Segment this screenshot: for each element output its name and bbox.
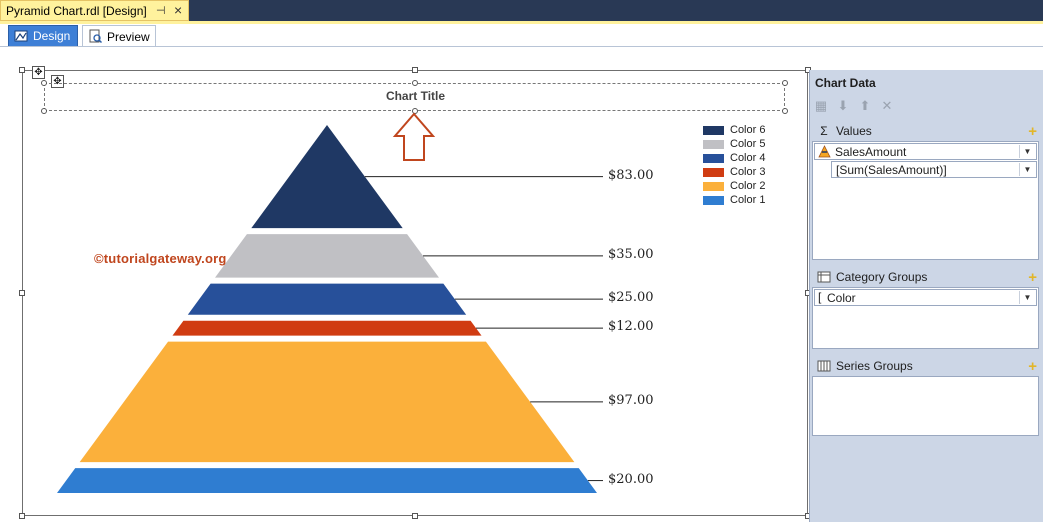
legend-swatch — [703, 125, 724, 135]
view-tabs: Design Preview — [0, 24, 1043, 47]
pyramid-series-icon — [818, 145, 831, 158]
legend-item-color-3[interactable]: Color 3 — [703, 166, 765, 178]
pyramid-segment-color-2[interactable] — [79, 341, 575, 463]
tab-design[interactable]: Design — [8, 25, 78, 47]
values-section: Σ Values + SalesAmount ▼ [Sum(SalesAmoun… — [812, 121, 1039, 260]
data-label-color-6[interactable]: $83.00 — [608, 167, 654, 183]
tab-preview[interactable]: Preview — [82, 25, 156, 47]
title-handle-bl[interactable] — [41, 108, 47, 114]
watermark: ©tutorialgateway.org — [94, 251, 227, 266]
category-groups-header: Category Groups + — [812, 267, 1039, 287]
legend-swatch — [703, 167, 724, 177]
chart-data-title: Chart Data — [815, 76, 876, 90]
up-arrow-icon — [392, 112, 436, 161]
value-expression-label: [Sum(SalesAmount)] — [836, 162, 947, 177]
document-tab-underline — [0, 21, 1043, 24]
legend-item-color-6[interactable]: Color 6 — [703, 124, 765, 136]
move-down-icon[interactable]: ⬇ — [837, 98, 849, 113]
move-up-icon[interactable]: ⬆ — [859, 98, 871, 113]
category-field-color[interactable]: [ Color ▼ — [814, 289, 1037, 306]
design-ruler-icon — [14, 30, 28, 42]
legend-swatch — [703, 153, 724, 163]
values-label: Values — [836, 124, 872, 138]
value-expression-field[interactable]: [Sum(SalesAmount)] ▼ — [831, 161, 1037, 178]
document-tab-title: Pyramid Chart.rdl [Design] — [6, 3, 147, 18]
series-groups-section: Series Groups + — [812, 356, 1039, 436]
pyramid-segment-color-5[interactable] — [215, 234, 439, 278]
pyramid-segment-color-1[interactable] — [57, 468, 597, 493]
title-handle-tl[interactable] — [41, 80, 47, 86]
title-handle-tr[interactable] — [782, 80, 788, 86]
legend-item-color-1[interactable]: Color 1 — [703, 194, 765, 206]
title-handle-tc[interactable] — [412, 80, 418, 86]
document-tab[interactable]: Pyramid Chart.rdl [Design] ⊣ × — [0, 0, 189, 21]
legend-label: Color 4 — [730, 152, 766, 164]
values-header: Σ Values + — [812, 121, 1039, 141]
chart-properties-icon[interactable]: ▦ — [814, 98, 828, 113]
pyramid-chart[interactable] — [0, 0, 808, 522]
tab-preview-label: Preview — [107, 29, 150, 44]
tab-design-label: Design — [33, 29, 71, 43]
add-series-plus-icon[interactable]: + — [1028, 358, 1037, 375]
pyramid-segment-color-4[interactable] — [187, 283, 467, 315]
chevron-down-icon[interactable]: ▼ — [1019, 291, 1035, 304]
category-field-label: Color — [827, 290, 856, 305]
close-icon[interactable]: × — [174, 2, 183, 18]
category-groups-drop-zone[interactable]: [ Color ▼ — [812, 287, 1039, 349]
resize-handle-tl[interactable] — [19, 67, 25, 73]
series-groups-label: Series Groups — [836, 359, 913, 373]
sigma-icon: Σ — [820, 124, 828, 138]
title-handle-br[interactable] — [782, 108, 788, 114]
resize-handle-ml[interactable] — [19, 290, 25, 296]
data-label-color-2[interactable]: $97.00 — [608, 392, 654, 408]
move-handle-icon-inner[interactable]: ✥ — [51, 75, 64, 88]
chart-data-toolbar: ▦ ⬇ ⬆ ✕ — [814, 97, 894, 115]
legend-item-color-5[interactable]: Color 5 — [703, 138, 765, 150]
category-groups-label: Category Groups — [836, 270, 928, 284]
chart-data-pane: Chart Data ▦ ⬇ ⬆ ✕ Σ Values + SalesAmoun… — [809, 70, 1043, 522]
category-groups-icon — [817, 271, 831, 283]
data-label-color-3[interactable]: $12.00 — [608, 319, 654, 335]
category-groups-section: Category Groups + [ Color ▼ — [812, 267, 1039, 349]
chevron-down-icon[interactable]: ▼ — [1019, 163, 1035, 176]
legend-label: Color 2 — [730, 180, 766, 192]
series-groups-icon — [817, 360, 831, 372]
legend-item-color-4[interactable]: Color 4 — [703, 152, 765, 164]
pyramid-segment-color-6[interactable] — [251, 125, 403, 229]
legend-item-color-2[interactable]: Color 2 — [703, 180, 765, 192]
resize-handle-tc[interactable] — [412, 67, 418, 73]
value-field-salesamount[interactable]: SalesAmount ▼ — [814, 143, 1037, 160]
preview-icon — [89, 29, 102, 43]
data-label-color-4[interactable]: $25.00 — [608, 290, 654, 306]
resize-handle-bc[interactable] — [412, 513, 418, 519]
pyramid-segment-color-3[interactable] — [172, 320, 482, 336]
legend-swatch — [703, 181, 724, 191]
legend-swatch — [703, 195, 724, 205]
chart-title: Chart Title — [385, 89, 446, 103]
resize-handle-bl[interactable] — [19, 513, 25, 519]
legend-label: Color 1 — [730, 194, 766, 206]
move-handle-icon[interactable]: ✥ — [32, 66, 45, 79]
series-groups-drop-zone[interactable] — [812, 376, 1039, 436]
legend-swatch — [703, 139, 724, 149]
document-tab-strip: Pyramid Chart.rdl [Design] ⊣ × — [0, 0, 1043, 21]
pin-icon[interactable]: ⊣ — [156, 5, 166, 17]
value-field-label: SalesAmount — [835, 144, 907, 159]
series-groups-header: Series Groups + — [812, 356, 1039, 376]
add-value-plus-icon[interactable]: + — [1028, 123, 1037, 140]
data-label-color-5[interactable]: $35.00 — [608, 246, 654, 262]
data-label-color-1[interactable]: $20.00 — [608, 471, 654, 487]
legend-label: Color 3 — [730, 166, 766, 178]
title-handle-bc[interactable] — [412, 108, 418, 114]
chevron-down-icon[interactable]: ▼ — [1019, 145, 1035, 158]
legend-label: Color 5 — [730, 138, 766, 150]
group-bracket-icon: [ — [818, 290, 822, 304]
legend-label: Color 6 — [730, 124, 766, 136]
delete-icon[interactable]: ✕ — [881, 98, 893, 113]
view-tabs-divider — [0, 46, 1043, 47]
add-category-plus-icon[interactable]: + — [1028, 269, 1037, 286]
values-drop-zone[interactable]: SalesAmount ▼ [Sum(SalesAmount)] ▼ — [812, 141, 1039, 260]
